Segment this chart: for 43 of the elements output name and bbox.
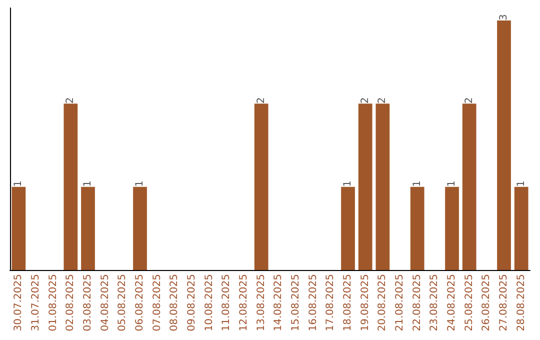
- x-tick-label: 05.08.2025: [117, 274, 128, 332]
- x-tick-label: 08.08.2025: [169, 274, 180, 332]
- data-label: 2: [256, 97, 267, 104]
- x-tick-label: 15.08.2025: [290, 274, 302, 332]
- x-tick-label: 31.07.2025: [30, 274, 42, 332]
- x-tick-label: 12.08.2025: [238, 274, 250, 332]
- data-label: 2: [464, 97, 475, 104]
- x-tick-label: 21.08.2025: [394, 274, 406, 332]
- x-tick-label: 17.08.2025: [325, 274, 336, 332]
- x-tick-label: 18.08.2025: [342, 274, 354, 332]
- x-tick-label: 01.08.2025: [48, 274, 59, 332]
- x-tick-label: 06.08.2025: [134, 274, 146, 332]
- x-tick-label: 16.08.2025: [308, 274, 319, 332]
- x-tick-label: 04.08.2025: [100, 274, 111, 332]
- data-label: 1: [134, 180, 146, 187]
- x-tick-label: 24.08.2025: [446, 274, 458, 332]
- x-tick-label: 28.08.2025: [516, 274, 527, 332]
- data-label: 1: [516, 180, 527, 187]
- data-label: 2: [360, 97, 371, 104]
- x-tick-label: 09.08.2025: [186, 274, 198, 332]
- data-label: 1: [412, 180, 423, 187]
- x-tick-label: 10.08.2025: [204, 274, 215, 332]
- x-tick-label: 03.08.2025: [82, 274, 94, 332]
- x-tick-label: 20.08.2025: [377, 274, 388, 332]
- x-tick-label: 22.08.2025: [412, 274, 423, 332]
- data-label: 1: [82, 180, 94, 187]
- x-tick-label: 07.08.2025: [152, 274, 163, 332]
- data-label: 3: [498, 14, 510, 20]
- x-tick-label: 13.08.2025: [256, 274, 267, 332]
- x-tick-label: 23.08.2025: [429, 274, 440, 332]
- x-tick-label: 26.08.2025: [481, 274, 492, 332]
- x-tick-label: 14.08.2025: [273, 274, 284, 332]
- x-tick-label: 27.08.2025: [498, 274, 510, 332]
- data-label: 2: [377, 97, 388, 104]
- x-tick-label: 25.08.2025: [464, 274, 475, 332]
- data-label: 1: [446, 180, 458, 187]
- data-label: 2: [65, 97, 76, 104]
- x-tick-label: 30.07.2025: [13, 274, 24, 332]
- data-label: 1: [13, 180, 24, 187]
- x-tick-label: 19.08.2025: [360, 274, 371, 332]
- data-label: 1: [342, 180, 354, 187]
- x-tick-label: 02.08.2025: [65, 274, 76, 332]
- x-tick-label: 11.08.2025: [221, 274, 232, 332]
